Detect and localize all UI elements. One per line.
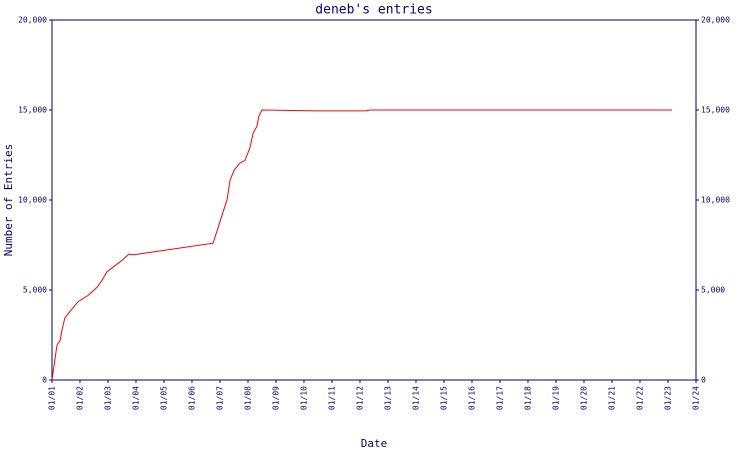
y-tick-label: 15,000 <box>18 106 47 115</box>
x-tick-label: 01/12 <box>356 386 365 410</box>
x-tick-label: 01/04 <box>132 386 141 410</box>
x-tick-label: 01/14 <box>412 386 421 410</box>
chart-title: deneb's entries <box>315 3 432 18</box>
data-line <box>51 109 672 381</box>
x-tick-label: 01/19 <box>552 386 561 410</box>
x-tick-label: 01/08 <box>244 386 253 410</box>
x-tick-label: 01/24 <box>692 386 701 410</box>
x-tick-label: 01/22 <box>636 386 645 410</box>
y-tick-label: 5,000 <box>23 286 47 295</box>
x-tick-label: 01/09 <box>272 386 281 410</box>
y2-tick-label: 10,000 <box>701 196 730 205</box>
x-tick-label: 01/18 <box>524 386 533 410</box>
x-tick-label: 01/20 <box>580 386 589 410</box>
x-tick-label: 01/16 <box>468 386 477 410</box>
x-tick-label: 01/15 <box>440 386 449 410</box>
x-tick-label: 01/13 <box>384 386 393 410</box>
y2-tick-label: 15,000 <box>701 106 730 115</box>
y-tick-label: 10,000 <box>18 196 47 205</box>
x-axis-label: Date <box>361 437 388 450</box>
x-tick-label: 01/17 <box>496 386 505 410</box>
y-tick-label: 0 <box>42 376 47 385</box>
y2-tick-label: 20,000 <box>701 16 730 25</box>
x-tick-label: 01/10 <box>300 386 309 410</box>
x-tick-label: 01/21 <box>608 386 617 410</box>
plot-frame <box>51 19 697 381</box>
x-tick-label: 01/06 <box>188 386 197 410</box>
y-tick-label: 20,000 <box>18 16 47 25</box>
x-tick-label: 01/02 <box>76 386 85 410</box>
x-tick-label: 01/11 <box>328 386 337 410</box>
y-axis-label: Number of Entries <box>2 144 15 257</box>
x-tick-label: 01/23 <box>664 386 673 410</box>
x-tick-label: 01/05 <box>160 386 169 410</box>
x-tick-label: 01/01 <box>48 386 57 410</box>
y2-tick-label: 0 <box>701 376 706 385</box>
x-tick-label: 01/07 <box>216 386 225 410</box>
x-tick-label: 01/03 <box>104 386 113 410</box>
y2-tick-label: 5,000 <box>701 286 725 295</box>
